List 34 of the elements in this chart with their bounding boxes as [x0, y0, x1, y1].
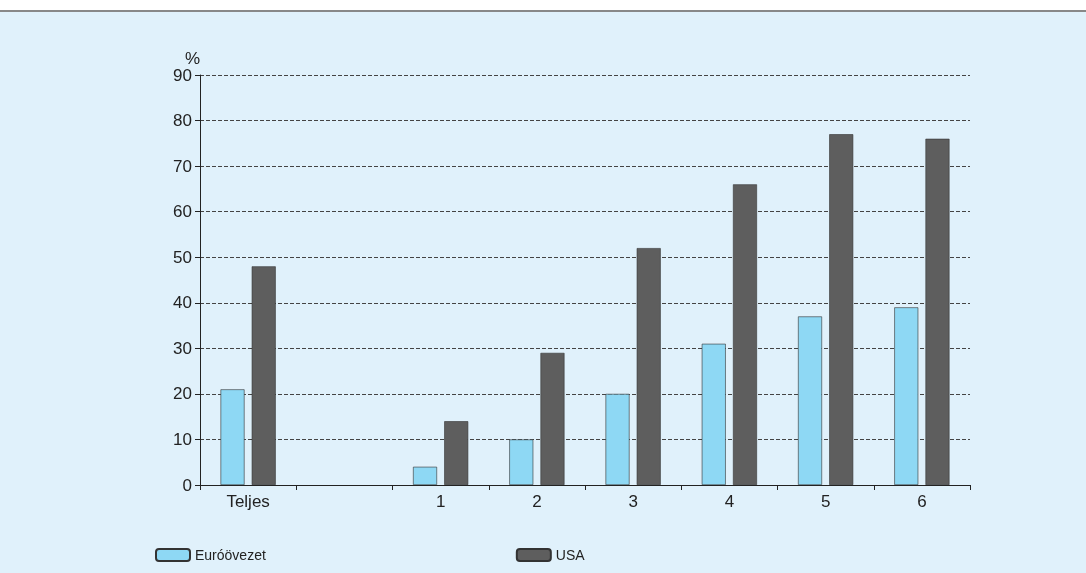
- bar: [413, 466, 438, 485]
- bar: [251, 266, 276, 485]
- x-tick-label: 6: [917, 492, 927, 511]
- y-axis-title: %: [184, 48, 200, 68]
- bar: [605, 393, 630, 485]
- x-tick-label: 1: [435, 492, 446, 511]
- y-tick-label: 50: [173, 247, 192, 267]
- bar: [540, 352, 565, 485]
- y-tick-label: 90: [173, 65, 192, 85]
- bar: [798, 316, 823, 485]
- x-tick-label: Teljes: [226, 492, 270, 511]
- y-tick-label: 80: [173, 111, 192, 131]
- y-tick-label: 60: [173, 202, 192, 222]
- bar: [509, 439, 534, 485]
- bar: [444, 421, 469, 485]
- y-tick-label: 70: [173, 156, 192, 176]
- bar: [701, 343, 726, 485]
- bar: [636, 248, 661, 485]
- y-tick-label: 20: [173, 384, 192, 404]
- bar: [732, 184, 757, 485]
- bar: [220, 389, 245, 485]
- y-tick-label: 30: [173, 338, 192, 358]
- y-tick-label: 0: [182, 475, 192, 495]
- legend-label: Euróövezet: [195, 547, 266, 563]
- bar: [925, 138, 950, 485]
- x-tick-label: 4: [724, 492, 735, 511]
- legend-label: USA: [555, 547, 586, 563]
- y-tick-label: 40: [173, 293, 192, 313]
- bar: [894, 307, 919, 485]
- x-tick-label: 3: [628, 492, 638, 511]
- x-tick-label: 5: [820, 492, 831, 511]
- bar: [829, 134, 854, 485]
- x-tick-label: 2: [532, 492, 542, 511]
- y-tick-label: 10: [173, 429, 192, 449]
